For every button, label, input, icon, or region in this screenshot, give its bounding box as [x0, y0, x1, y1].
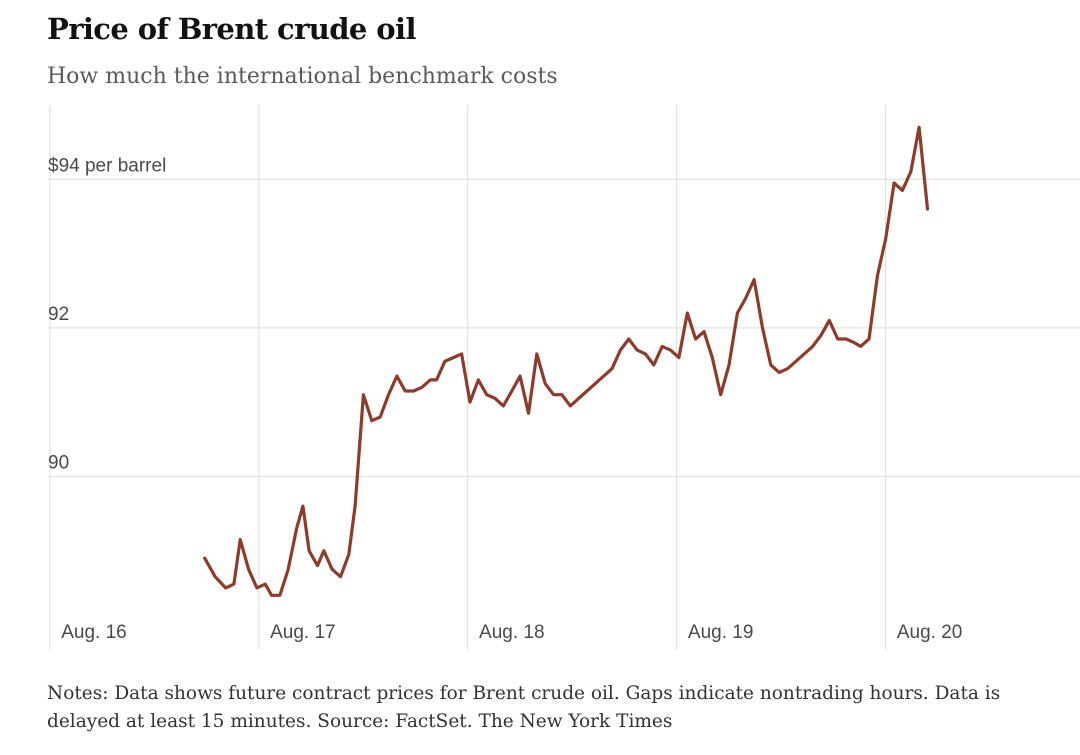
- y-tick-label: 92: [48, 304, 69, 325]
- x-tick-label: Aug. 16: [61, 622, 127, 643]
- chart-notes: Notes: Data shows future contract prices…: [47, 680, 1072, 736]
- notes-text: Notes: Data shows future contract prices…: [47, 683, 1001, 732]
- x-tick-label: Aug. 18: [479, 622, 545, 643]
- y-tick-label: $94 per barrel: [48, 155, 166, 176]
- line-chart: 90 92 $94 per barrel Aug. 16 Aug. 17 Aug. 18 A…: [48, 105, 1080, 650]
- x-tick-label: Aug. 20: [897, 622, 963, 643]
- x-tick-label: Aug. 19: [688, 622, 754, 643]
- y-tick-label: 90: [48, 452, 69, 473]
- chart-title: Price of Brent crude oil: [47, 12, 416, 46]
- source-text: Source: FactSet.: [317, 711, 473, 732]
- axis-labels: 90 92 $94 per barrel Aug. 16 Aug. 17 Aug. 18 A…: [48, 155, 962, 643]
- chart-subtitle: How much the international benchmark cos…: [47, 64, 558, 89]
- price-series: [203, 125, 930, 597]
- credit-text: The New York Times: [478, 711, 673, 732]
- x-tick-label: Aug. 17: [270, 622, 336, 643]
- price-line: [203, 125, 930, 597]
